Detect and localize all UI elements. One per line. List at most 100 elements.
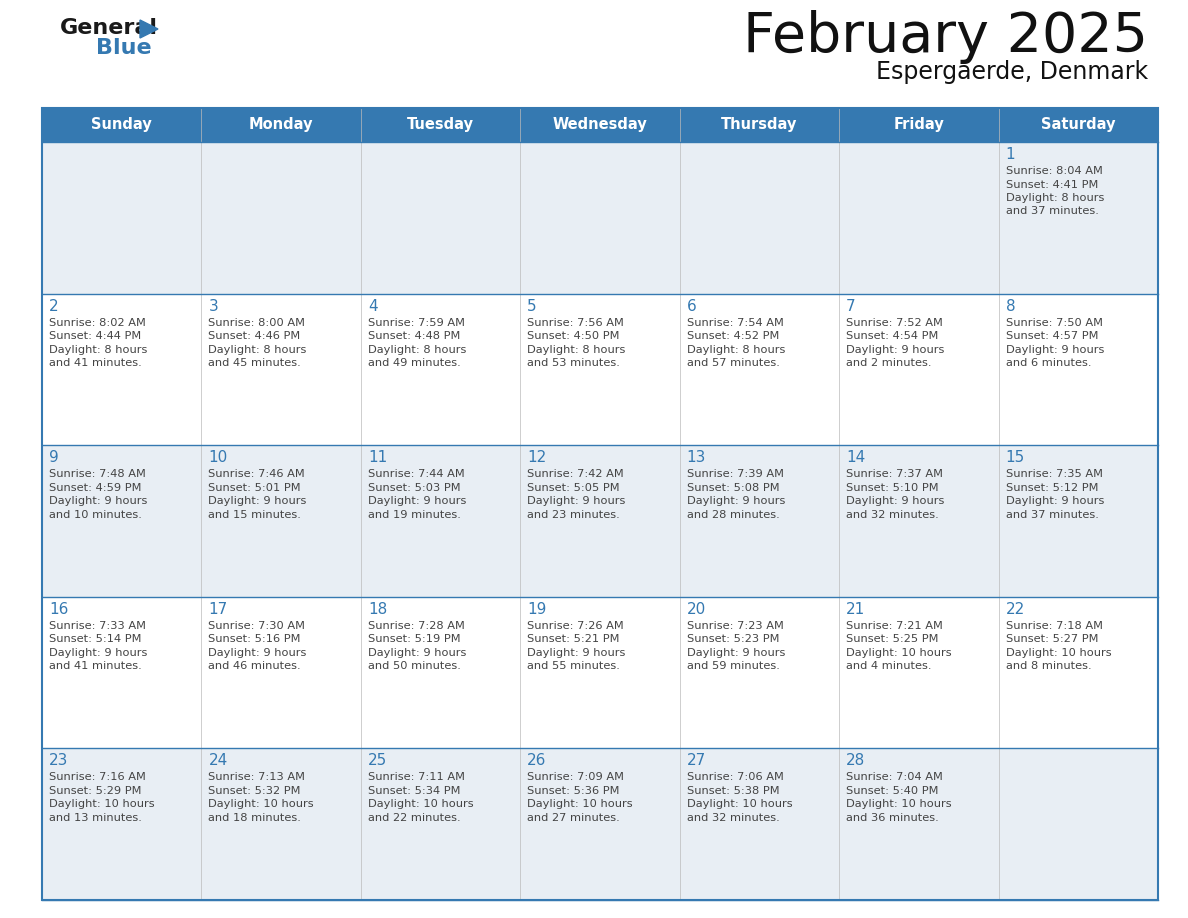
Text: Sunrise: 7:42 AM: Sunrise: 7:42 AM xyxy=(527,469,624,479)
Text: and 23 minutes.: and 23 minutes. xyxy=(527,509,620,520)
Bar xyxy=(42,597,1158,748)
Text: 14: 14 xyxy=(846,450,865,465)
Text: and 32 minutes.: and 32 minutes. xyxy=(687,813,779,823)
Text: 22: 22 xyxy=(1005,602,1025,617)
Text: Sunset: 5:34 PM: Sunset: 5:34 PM xyxy=(368,786,461,796)
Text: and 4 minutes.: and 4 minutes. xyxy=(846,661,931,671)
Text: Daylight: 10 hours: Daylight: 10 hours xyxy=(208,800,314,810)
Text: Daylight: 9 hours: Daylight: 9 hours xyxy=(527,648,626,658)
Text: Daylight: 9 hours: Daylight: 9 hours xyxy=(687,497,785,506)
Text: 7: 7 xyxy=(846,298,855,314)
Text: Sunrise: 7:44 AM: Sunrise: 7:44 AM xyxy=(368,469,465,479)
Text: Sunset: 5:05 PM: Sunset: 5:05 PM xyxy=(527,483,620,493)
Text: Blue: Blue xyxy=(96,38,152,58)
Text: Sunset: 5:23 PM: Sunset: 5:23 PM xyxy=(687,634,779,644)
Text: Daylight: 8 hours: Daylight: 8 hours xyxy=(527,344,626,354)
Text: 25: 25 xyxy=(368,754,387,768)
Bar xyxy=(42,108,1158,900)
Text: 24: 24 xyxy=(208,754,228,768)
Text: 18: 18 xyxy=(368,602,387,617)
Text: Sunset: 4:48 PM: Sunset: 4:48 PM xyxy=(368,331,460,341)
Text: 1: 1 xyxy=(1005,147,1016,162)
Text: 16: 16 xyxy=(49,602,69,617)
Text: Sunset: 5:25 PM: Sunset: 5:25 PM xyxy=(846,634,939,644)
Text: Sunset: 4:44 PM: Sunset: 4:44 PM xyxy=(49,331,141,341)
Text: and 32 minutes.: and 32 minutes. xyxy=(846,509,939,520)
Text: Daylight: 9 hours: Daylight: 9 hours xyxy=(1005,497,1104,506)
Text: Sunset: 4:59 PM: Sunset: 4:59 PM xyxy=(49,483,141,493)
Text: Daylight: 8 hours: Daylight: 8 hours xyxy=(1005,193,1104,203)
Text: Sunset: 5:03 PM: Sunset: 5:03 PM xyxy=(368,483,461,493)
Text: 12: 12 xyxy=(527,450,546,465)
Text: Daylight: 10 hours: Daylight: 10 hours xyxy=(846,648,952,658)
Text: Sunset: 5:29 PM: Sunset: 5:29 PM xyxy=(49,786,141,796)
Bar xyxy=(42,294,1158,445)
Text: and 28 minutes.: and 28 minutes. xyxy=(687,509,779,520)
Text: Saturday: Saturday xyxy=(1041,118,1116,132)
Text: 11: 11 xyxy=(368,450,387,465)
Text: and 10 minutes.: and 10 minutes. xyxy=(49,509,141,520)
Text: Sunrise: 7:26 AM: Sunrise: 7:26 AM xyxy=(527,621,624,631)
Text: Daylight: 9 hours: Daylight: 9 hours xyxy=(49,497,147,506)
Text: Friday: Friday xyxy=(893,118,944,132)
Text: Sunrise: 7:54 AM: Sunrise: 7:54 AM xyxy=(687,318,784,328)
Text: Daylight: 8 hours: Daylight: 8 hours xyxy=(208,344,307,354)
Text: Sunset: 5:36 PM: Sunset: 5:36 PM xyxy=(527,786,620,796)
Text: Daylight: 8 hours: Daylight: 8 hours xyxy=(368,344,466,354)
Text: Sunset: 5:01 PM: Sunset: 5:01 PM xyxy=(208,483,301,493)
Text: Sunset: 5:12 PM: Sunset: 5:12 PM xyxy=(1005,483,1098,493)
Text: Daylight: 10 hours: Daylight: 10 hours xyxy=(1005,648,1111,658)
Text: 28: 28 xyxy=(846,754,865,768)
Text: Sunset: 5:27 PM: Sunset: 5:27 PM xyxy=(1005,634,1098,644)
Text: Sunset: 5:16 PM: Sunset: 5:16 PM xyxy=(208,634,301,644)
Text: Sunrise: 7:18 AM: Sunrise: 7:18 AM xyxy=(1005,621,1102,631)
Text: and 37 minutes.: and 37 minutes. xyxy=(1005,509,1099,520)
Text: and 45 minutes.: and 45 minutes. xyxy=(208,358,302,368)
Text: Sunset: 5:19 PM: Sunset: 5:19 PM xyxy=(368,634,461,644)
Text: Sunset: 5:14 PM: Sunset: 5:14 PM xyxy=(49,634,141,644)
Text: Sunrise: 7:59 AM: Sunrise: 7:59 AM xyxy=(368,318,465,328)
Text: 17: 17 xyxy=(208,602,228,617)
Text: and 36 minutes.: and 36 minutes. xyxy=(846,813,939,823)
Text: 8: 8 xyxy=(1005,298,1016,314)
Text: and 22 minutes.: and 22 minutes. xyxy=(368,813,461,823)
Text: 9: 9 xyxy=(49,450,58,465)
Bar xyxy=(42,142,1158,294)
Text: Sunrise: 7:50 AM: Sunrise: 7:50 AM xyxy=(1005,318,1102,328)
Text: 4: 4 xyxy=(368,298,378,314)
Text: 26: 26 xyxy=(527,754,546,768)
Text: Sunset: 4:50 PM: Sunset: 4:50 PM xyxy=(527,331,620,341)
Text: Daylight: 9 hours: Daylight: 9 hours xyxy=(208,497,307,506)
Text: Daylight: 10 hours: Daylight: 10 hours xyxy=(846,800,952,810)
Text: and 59 minutes.: and 59 minutes. xyxy=(687,661,779,671)
Text: Sunrise: 7:09 AM: Sunrise: 7:09 AM xyxy=(527,772,624,782)
Text: Sunrise: 7:48 AM: Sunrise: 7:48 AM xyxy=(49,469,146,479)
Text: Sunrise: 7:06 AM: Sunrise: 7:06 AM xyxy=(687,772,784,782)
Text: Sunrise: 7:13 AM: Sunrise: 7:13 AM xyxy=(208,772,305,782)
Text: 6: 6 xyxy=(687,298,696,314)
Text: Sunrise: 7:56 AM: Sunrise: 7:56 AM xyxy=(527,318,624,328)
Text: 19: 19 xyxy=(527,602,546,617)
Text: Sunset: 4:52 PM: Sunset: 4:52 PM xyxy=(687,331,779,341)
Bar xyxy=(42,108,1158,142)
Text: 23: 23 xyxy=(49,754,69,768)
Text: and 55 minutes.: and 55 minutes. xyxy=(527,661,620,671)
Text: Sunrise: 7:21 AM: Sunrise: 7:21 AM xyxy=(846,621,943,631)
Text: Sunset: 4:41 PM: Sunset: 4:41 PM xyxy=(1005,180,1098,189)
Text: 15: 15 xyxy=(1005,450,1025,465)
Text: and 49 minutes.: and 49 minutes. xyxy=(368,358,461,368)
Bar xyxy=(42,748,1158,900)
Text: 21: 21 xyxy=(846,602,865,617)
Text: Sunrise: 7:52 AM: Sunrise: 7:52 AM xyxy=(846,318,943,328)
Text: and 13 minutes.: and 13 minutes. xyxy=(49,813,141,823)
Text: Sunrise: 8:04 AM: Sunrise: 8:04 AM xyxy=(1005,166,1102,176)
Text: and 46 minutes.: and 46 minutes. xyxy=(208,661,301,671)
Text: and 27 minutes.: and 27 minutes. xyxy=(527,813,620,823)
Text: Sunset: 5:08 PM: Sunset: 5:08 PM xyxy=(687,483,779,493)
Text: and 57 minutes.: and 57 minutes. xyxy=(687,358,779,368)
Text: Sunset: 4:46 PM: Sunset: 4:46 PM xyxy=(208,331,301,341)
Text: 5: 5 xyxy=(527,298,537,314)
Text: Wednesday: Wednesday xyxy=(552,118,647,132)
Text: and 37 minutes.: and 37 minutes. xyxy=(1005,207,1099,217)
Text: and 19 minutes.: and 19 minutes. xyxy=(368,509,461,520)
